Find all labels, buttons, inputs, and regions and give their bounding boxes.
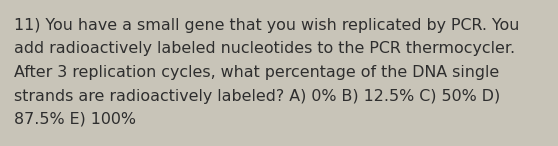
Text: After 3 replication cycles, what percentage of the DNA single: After 3 replication cycles, what percent… <box>14 65 499 80</box>
Text: add radioactively labeled nucleotides to the PCR thermocycler.: add radioactively labeled nucleotides to… <box>14 41 515 57</box>
Text: strands are radioactively labeled? A) 0% B) 12.5% C) 50% D): strands are radioactively labeled? A) 0%… <box>14 88 501 104</box>
Text: 11) You have a small gene that you wish replicated by PCR. You: 11) You have a small gene that you wish … <box>14 18 519 33</box>
Text: 87.5% E) 100%: 87.5% E) 100% <box>14 112 136 127</box>
